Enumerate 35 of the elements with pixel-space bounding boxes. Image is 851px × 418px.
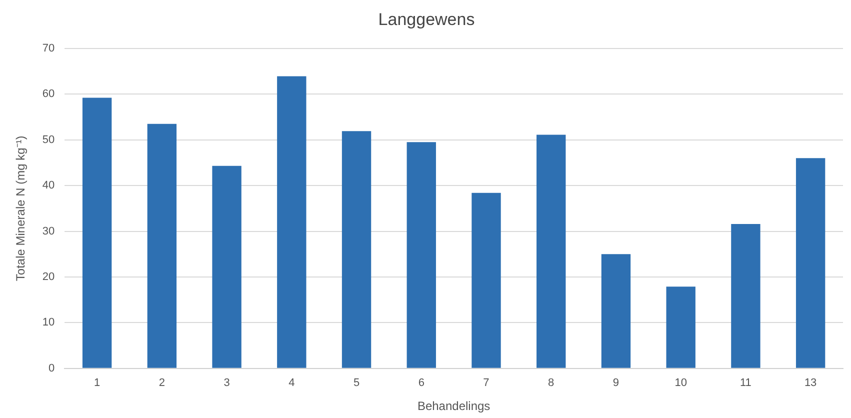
x-tick-label: 13 bbox=[804, 377, 817, 390]
x-tick-label: 3 bbox=[224, 377, 230, 390]
bar bbox=[666, 286, 696, 368]
y-tick-label: 70 bbox=[42, 42, 55, 54]
y-tick-label: 50 bbox=[42, 134, 55, 146]
x-tick-label: 11 bbox=[740, 377, 752, 390]
y-tick-label: 10 bbox=[42, 316, 55, 329]
bar bbox=[472, 192, 501, 368]
x-tick-label: 9 bbox=[612, 377, 620, 390]
y-tick-label: 0 bbox=[48, 362, 55, 374]
y-tick-label: 30 bbox=[42, 225, 55, 238]
bar bbox=[342, 131, 372, 368]
bar bbox=[147, 124, 177, 368]
bar bbox=[82, 98, 112, 368]
x-tick-label: 6 bbox=[418, 377, 424, 390]
bar bbox=[277, 76, 306, 368]
y-tick-label: 60 bbox=[42, 88, 55, 100]
y-axis-title: Totale Minerale N (mg kg⁻¹) bbox=[14, 136, 28, 282]
x-tick-label: 8 bbox=[548, 377, 554, 390]
y-tick-label: 40 bbox=[42, 180, 55, 192]
bar bbox=[796, 158, 826, 368]
bar bbox=[536, 134, 566, 368]
x-tick-label: 1 bbox=[94, 377, 100, 390]
bar bbox=[406, 142, 436, 368]
x-tick-label: 10 bbox=[674, 377, 687, 390]
x-tick-label: 4 bbox=[288, 377, 295, 390]
bar bbox=[601, 254, 631, 368]
x-tick-label: 2 bbox=[158, 377, 165, 390]
x-axis-title: Behandelings bbox=[417, 399, 490, 414]
x-tick-label: 7 bbox=[483, 377, 490, 390]
bar bbox=[212, 166, 242, 368]
chart-title: Langgewens bbox=[378, 10, 475, 29]
y-tick-label: 20 bbox=[42, 271, 55, 284]
x-tick-label: 5 bbox=[353, 377, 360, 390]
bar bbox=[731, 224, 760, 368]
